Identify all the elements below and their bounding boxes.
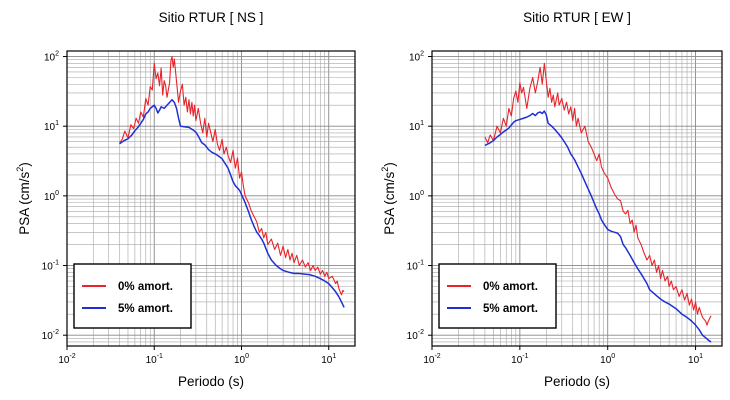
x-tick-label: 100: [600, 353, 615, 366]
x-tick-label: 100: [234, 353, 249, 366]
x-axis-label: Periodo (s): [544, 374, 610, 389]
x-tick-label: 101: [321, 353, 336, 366]
legend-label: 0% amort.: [118, 281, 173, 293]
y-tick-label: 101: [44, 120, 59, 133]
legend-box: [438, 263, 557, 329]
legend: 0% amort. 5% amort.: [438, 263, 557, 329]
y-tick-label: 10-2: [407, 329, 424, 342]
y-tick-label: 100: [409, 190, 424, 203]
x-tick-label: 10-2: [423, 353, 440, 366]
grid: [66, 51, 356, 347]
x-tick-label: 101: [688, 353, 703, 366]
chart-panel-2: Sitio RTUR [ EW ] 10-2 10-1 100 101 10-2 10-1 1…: [380, 10, 723, 389]
x-axis-label: Periodo (s): [178, 374, 244, 389]
legend-label: 5% amort.: [483, 303, 538, 315]
legend: 0% amort. 5% amort.: [73, 263, 192, 329]
chart-panel-1: Sitio RTUR [ NS ] 10-2 10-1 100 101 10-2 10-1 1…: [15, 10, 356, 389]
y-tick-label: 100: [44, 190, 59, 203]
legend-box: [73, 263, 192, 329]
legend-label: 5% amort.: [118, 303, 173, 315]
y-tick-label: 10-1: [42, 260, 59, 273]
series-line-blue: [484, 110, 712, 343]
y-tick-label: 101: [409, 120, 424, 133]
plot-frame: [431, 50, 723, 347]
x-tick-label: 10-2: [58, 353, 75, 366]
y-axis-label: PSA (cm/s2): [380, 162, 397, 235]
y-axis-label: PSA (cm/s2): [15, 162, 32, 235]
x-tick-label: 10-1: [146, 353, 163, 366]
series-line-red: [119, 55, 345, 296]
chart-title: Sitio RTUR [ NS ]: [159, 10, 264, 25]
chart-title: Sitio RTUR [ EW ]: [523, 10, 631, 25]
y-tick-label: 102: [409, 51, 424, 64]
series-line-blue: [119, 98, 345, 308]
y-tick-label: 10-2: [42, 329, 59, 342]
series-line-red: [484, 62, 712, 326]
x-tick-label: 10-1: [511, 353, 528, 366]
y-tick-label: 102: [44, 51, 59, 64]
legend-label: 0% amort.: [483, 281, 538, 293]
plot-frame: [66, 50, 356, 347]
y-tick-label: 10-1: [407, 260, 424, 273]
